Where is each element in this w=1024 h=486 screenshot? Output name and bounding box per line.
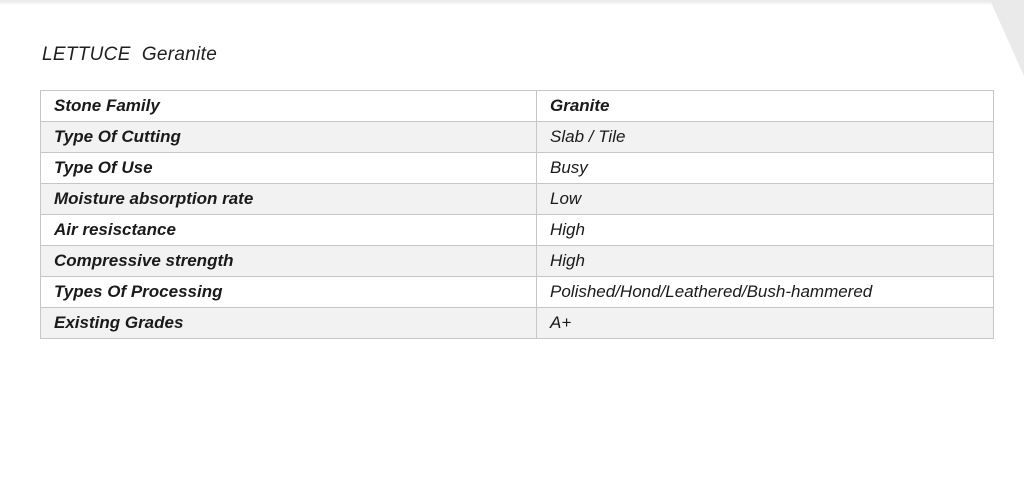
spec-value: A+: [536, 307, 994, 339]
spec-label: Type Of Cutting: [40, 121, 537, 153]
spec-label: Moisture absorption rate: [40, 183, 537, 215]
table-row: Type Of Use Busy: [40, 152, 994, 184]
spec-label: Compressive strength: [40, 245, 537, 277]
page-top-edge: [0, 0, 1024, 5]
spec-value: Low: [536, 183, 994, 215]
spec-value: Granite: [536, 90, 994, 122]
stone-spec-table: Stone Family Granite Type Of Cutting Sla…: [40, 90, 994, 339]
spec-label: Air resisctance: [40, 214, 537, 246]
table-row: Existing Grades A+: [40, 307, 994, 339]
table-row: Moisture absorption rate Low: [40, 183, 994, 215]
table-row: Stone Family Granite: [40, 90, 994, 122]
spec-value: Polished/Hond/Leathered/Bush-hammered: [536, 276, 994, 308]
spec-value: Busy: [536, 152, 994, 184]
spec-label: Stone Family: [40, 90, 537, 122]
page-corner-edge: [990, 0, 1024, 76]
table-row: Type Of Cutting Slab / Tile: [40, 121, 994, 153]
table-row: Types Of Processing Polished/Hond/Leathe…: [40, 276, 994, 308]
table-row: Compressive strength High: [40, 245, 994, 277]
spec-label: Types Of Processing: [40, 276, 537, 308]
spec-value: Slab / Tile: [536, 121, 994, 153]
spec-label: Existing Grades: [40, 307, 537, 339]
table-row: Air resisctance High: [40, 214, 994, 246]
spec-label: Type Of Use: [40, 152, 537, 184]
spec-value: High: [536, 245, 994, 277]
spec-value: High: [536, 214, 994, 246]
document-title: LETTUCE Geranite: [42, 44, 218, 65]
